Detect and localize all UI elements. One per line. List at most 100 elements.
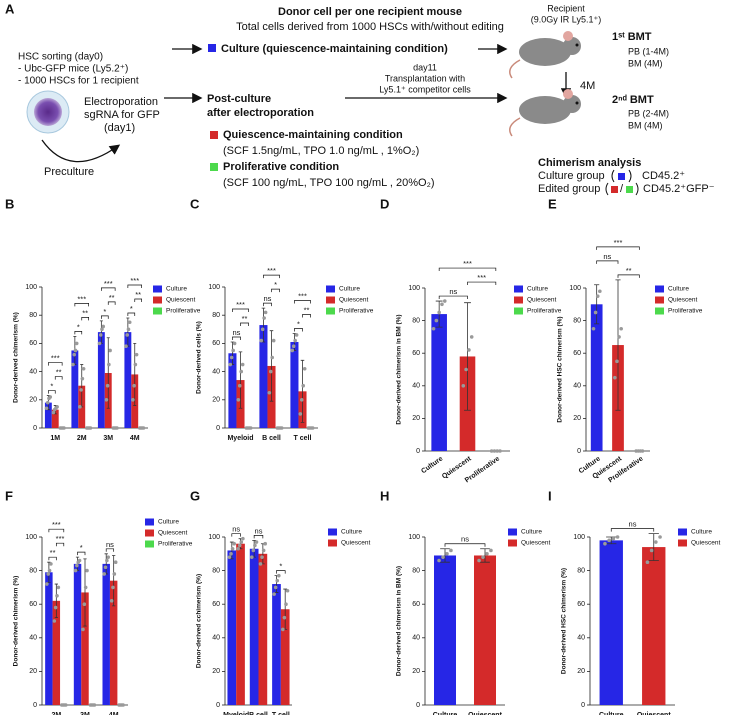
data-point: [100, 327, 104, 332]
proliferative-swatch: [626, 186, 633, 193]
x-tick-label: Myeloid: [223, 712, 249, 715]
significance-bracket: [105, 548, 115, 552]
significance-bracket: [438, 267, 497, 272]
data-point: [277, 573, 281, 578]
y-tick-label: 80: [212, 567, 220, 574]
data-point: [240, 362, 245, 367]
data-point: [291, 344, 296, 349]
data-point: [258, 562, 263, 566]
legend-label: Quiescent: [341, 540, 370, 547]
error-bar: [106, 337, 110, 409]
y-axis-label: Donor-derived chimerism (%): [13, 312, 20, 403]
legend-swatch: [326, 285, 335, 293]
y-tick-label: 20: [212, 668, 220, 675]
x-tick-label: Culture: [433, 712, 458, 715]
error-bar: [300, 359, 305, 423]
data-point: [654, 540, 658, 544]
panel-letter: A: [5, 1, 15, 16]
bar: [227, 550, 237, 705]
hsc-text: - 1000 HSCs for 1 recipient: [18, 76, 139, 87]
error-bar: [480, 548, 490, 563]
data-point: [77, 558, 82, 563]
significance-label: ***: [104, 279, 113, 288]
significance-bracket: [134, 298, 142, 303]
significance-label: ***: [130, 276, 139, 285]
data-point: [613, 375, 617, 380]
x-tick-label: Culture: [599, 712, 624, 715]
data-point: [227, 555, 232, 559]
data-point: [88, 426, 93, 430]
y-axis-label: Donor-derived cells (%): [196, 321, 203, 394]
significance-bracket: [54, 376, 63, 380]
legend-swatch: [655, 285, 664, 293]
significance-label: ns: [106, 540, 114, 549]
bracket: [611, 169, 632, 183]
error-bar: [238, 351, 243, 409]
legend-swatch: [514, 296, 523, 304]
y-tick-label: 20: [29, 397, 37, 404]
x-tick-label: 3M: [80, 712, 90, 715]
legend-label: Quiescent: [691, 540, 720, 547]
legend-label: Culture: [668, 286, 689, 293]
data-point: [103, 565, 108, 570]
hsc-text: HSC sorting (day0): [18, 52, 103, 63]
significance-label: *: [297, 320, 300, 329]
proliferative-params: (SCF 100 ng/mL, TPO 100 ng/mL , 20%O₂): [223, 177, 435, 189]
legend-label: Culture: [166, 286, 187, 293]
data-point: [231, 348, 235, 353]
bmt1-sample: BM (4M): [628, 58, 663, 68]
x-tick-label: B cell: [249, 712, 268, 715]
significance-label: ns: [255, 526, 263, 535]
quiescent-swatch: [210, 131, 218, 139]
data-point: [232, 541, 236, 546]
significance-bracket: [101, 287, 116, 291]
quiescent-swatch: [611, 186, 618, 193]
bar: [124, 332, 132, 428]
data-point: [237, 543, 242, 548]
bar: [81, 592, 89, 705]
x-tick-label: B cell: [262, 435, 281, 442]
y-tick-label: 60: [412, 350, 420, 357]
x-tick-label: Culture: [420, 455, 444, 475]
data-point: [645, 560, 650, 564]
bar: [431, 314, 447, 451]
significance-bracket: [48, 528, 65, 533]
data-point: [133, 362, 138, 367]
y-tick-label: 20: [412, 668, 420, 675]
data-point: [241, 536, 245, 541]
data-point: [431, 326, 436, 331]
x-tick-label: T cell: [272, 712, 290, 715]
electroporation-text: (day1): [104, 122, 135, 134]
data-point: [104, 398, 109, 402]
data-point: [239, 540, 244, 544]
data-point: [485, 552, 489, 556]
legend-swatch: [145, 540, 154, 548]
post-culture-text: Post-culture: [207, 93, 271, 105]
data-point: [74, 341, 79, 346]
data-point: [121, 703, 125, 707]
culture-swatch: [618, 173, 625, 180]
significance-label: **: [242, 314, 248, 323]
legend-label: Culture: [339, 286, 360, 293]
legend-swatch: [655, 307, 664, 315]
data-point: [92, 703, 97, 707]
error-bar: [229, 541, 234, 560]
data-point: [449, 548, 453, 553]
data-point: [284, 602, 288, 606]
data-point: [81, 627, 85, 632]
data-point: [598, 289, 602, 294]
significance-bracket: [253, 535, 264, 539]
significance-label: **: [56, 368, 62, 377]
significance-label: *: [130, 304, 133, 313]
significance-bracket: [107, 301, 116, 305]
data-point: [141, 426, 146, 430]
y-tick-label: 100: [408, 534, 420, 541]
data-point: [46, 572, 51, 576]
data-point: [101, 324, 106, 329]
legend-label: Proliferative: [166, 308, 201, 315]
legend-label: Quiescent: [166, 297, 195, 304]
data-point: [263, 541, 268, 546]
data-point: [105, 383, 110, 388]
y-tick-label: 100: [408, 285, 420, 292]
significance-bracket: [232, 308, 249, 312]
